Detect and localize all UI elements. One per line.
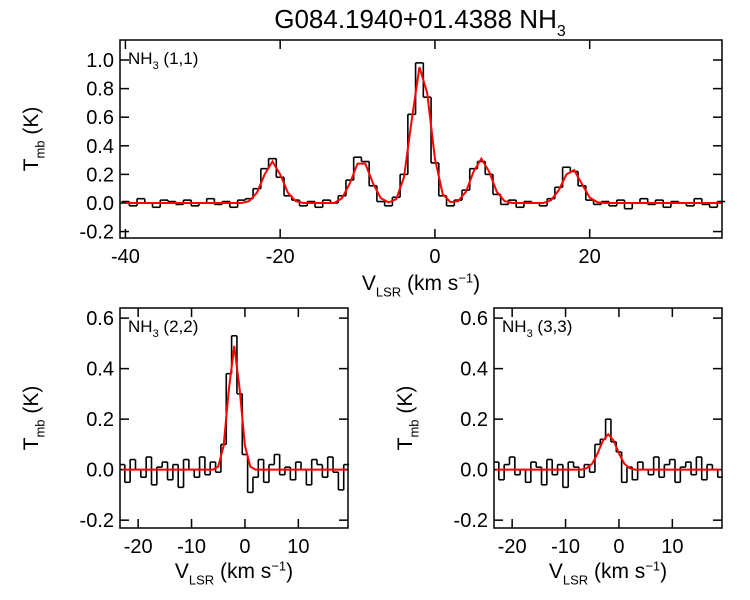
panel-label-part: NH bbox=[128, 49, 153, 68]
panel-label-part: NH bbox=[128, 317, 153, 336]
panel-label-part: 3 bbox=[153, 60, 159, 72]
y-axis-label: Tmb (K) bbox=[20, 386, 47, 451]
chart-title-part: G084.1940+01.4388 NH bbox=[274, 4, 557, 34]
y-tick-label: 0.0 bbox=[86, 193, 114, 215]
panel-label-part: 3 bbox=[153, 328, 159, 340]
y-tick-label: 0.6 bbox=[86, 308, 114, 330]
chart-title: G084.1940+01.4388 NH3 bbox=[274, 4, 566, 40]
x-tick-label: 10 bbox=[287, 536, 309, 558]
y-axis-label: Tmb (K) bbox=[20, 107, 47, 172]
x-axis-label-part: −1 bbox=[271, 559, 286, 574]
panel-label: NH3 (3,3) bbox=[502, 317, 572, 340]
y-axis-label-part: (K) bbox=[394, 386, 417, 420]
panel-label-part: (1,1) bbox=[159, 49, 199, 68]
panel-label: NH3 (1,1) bbox=[128, 49, 198, 72]
y-tick-label: 0.2 bbox=[460, 409, 488, 431]
x-tick-label: -20 bbox=[124, 536, 153, 558]
x-tick-label: -40 bbox=[111, 246, 140, 268]
y-tick-label: 0.4 bbox=[86, 359, 114, 381]
x-tick-label: 0 bbox=[613, 536, 624, 558]
panel-label-part: 3 bbox=[527, 328, 533, 340]
y-axis-label: Tmb (K) bbox=[394, 386, 421, 451]
x-tick-label: 0 bbox=[429, 246, 440, 268]
fit-line bbox=[122, 345, 347, 471]
x-axis-label: VLSR (km s−1) bbox=[549, 559, 667, 588]
x-axis-label-part: V bbox=[175, 560, 189, 583]
x-axis-label: VLSR (km s−1) bbox=[175, 559, 293, 588]
y-tick-label: 0.0 bbox=[86, 460, 114, 482]
panel-label-part: (3,3) bbox=[533, 317, 573, 336]
x-axis-label-part: (km s bbox=[401, 272, 458, 295]
x-axis-label-part: ) bbox=[473, 272, 480, 295]
y-tick-label: 0.4 bbox=[86, 136, 114, 158]
plot-frame bbox=[119, 307, 349, 529]
x-axis-label-part: V bbox=[549, 560, 563, 583]
fit-line bbox=[125, 66, 722, 204]
plot-frame bbox=[119, 39, 723, 239]
y-tick-label: -0.2 bbox=[80, 222, 114, 244]
x-tick-label: -10 bbox=[177, 536, 206, 558]
y-tick-label: 0.0 bbox=[460, 460, 488, 482]
x-axis-label: VLSR (km s−1) bbox=[362, 271, 480, 300]
x-tick-label: -20 bbox=[266, 246, 295, 268]
x-axis-label-part: ) bbox=[660, 560, 667, 583]
y-tick-label: 0.2 bbox=[86, 409, 114, 431]
y-axis-label-part: T bbox=[394, 437, 417, 450]
x-tick-label: -20 bbox=[498, 536, 527, 558]
x-axis-label-part: ) bbox=[286, 560, 293, 583]
x-axis-label-part: −1 bbox=[645, 559, 660, 574]
plot-frame bbox=[493, 307, 723, 529]
panel-label-part: (2,2) bbox=[159, 317, 199, 336]
y-tick-label: 1.0 bbox=[86, 50, 114, 72]
y-axis-label-part: T bbox=[20, 158, 43, 171]
y-axis-label-part: T bbox=[20, 437, 43, 450]
chart-title-part: 3 bbox=[557, 23, 566, 40]
y-axis-label-part: (K) bbox=[20, 386, 43, 420]
panel-label: NH3 (2,2) bbox=[128, 317, 198, 340]
y-tick-label: 0.6 bbox=[460, 308, 488, 330]
y-tick-label: 0.8 bbox=[86, 79, 114, 101]
x-axis-label-part: LSR bbox=[376, 284, 401, 299]
panel-label-part: NH bbox=[502, 317, 527, 336]
x-axis-label-part: −1 bbox=[458, 271, 473, 286]
x-axis-label-part: (km s bbox=[214, 560, 271, 583]
x-axis-label-part: (km s bbox=[588, 560, 645, 583]
y-axis-label-part: mb bbox=[406, 419, 421, 437]
x-axis-label-part: V bbox=[362, 272, 376, 295]
y-axis-label-part: (K) bbox=[20, 107, 43, 141]
x-tick-label: 0 bbox=[239, 536, 250, 558]
y-tick-label: 0.4 bbox=[460, 359, 488, 381]
x-axis-label-part: LSR bbox=[189, 572, 214, 587]
y-tick-label: 0.2 bbox=[86, 164, 114, 186]
x-tick-label: 10 bbox=[661, 536, 683, 558]
x-tick-label: -10 bbox=[551, 536, 580, 558]
y-axis-label-part: mb bbox=[32, 419, 47, 437]
y-tick-label: -0.2 bbox=[454, 510, 488, 532]
y-tick-label: -0.2 bbox=[80, 510, 114, 532]
y-axis-label-part: mb bbox=[32, 140, 47, 158]
x-axis-label-part: LSR bbox=[563, 572, 588, 587]
y-tick-label: 0.6 bbox=[86, 107, 114, 129]
x-tick-label: 20 bbox=[579, 246, 601, 268]
fit-line bbox=[496, 432, 721, 471]
